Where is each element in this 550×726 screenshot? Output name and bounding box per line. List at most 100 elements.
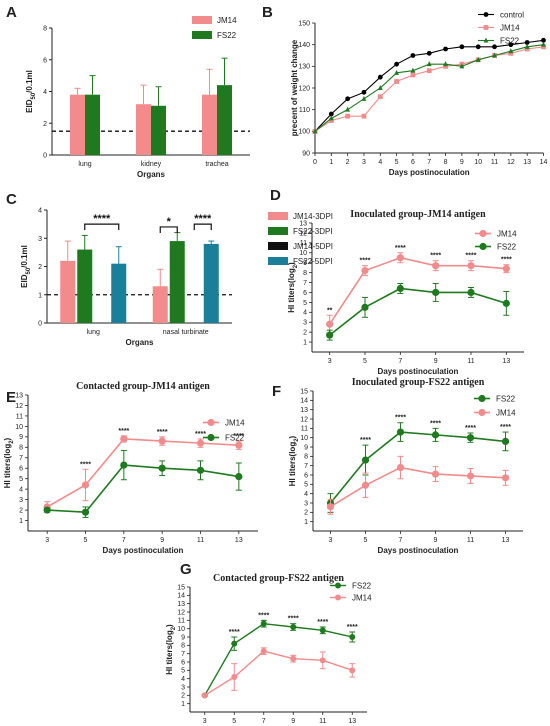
bar-fs22 <box>217 85 232 155</box>
y-tick-label: 9 <box>303 260 307 267</box>
x-tick-label: 10 <box>474 159 482 166</box>
y-axis-title: HI titers(log2) <box>165 624 177 675</box>
significance-label: **** <box>195 431 206 438</box>
series-jm14 <box>43 435 243 513</box>
y-axis-title: precent of weight change <box>290 39 299 136</box>
bar-fs22 <box>85 94 100 155</box>
data-point <box>196 466 205 474</box>
y-tick-label: 7 <box>181 651 185 658</box>
data-point <box>396 254 404 262</box>
x-tick-label: 3 <box>329 537 333 544</box>
series-jm14 <box>326 455 510 515</box>
data-point <box>235 441 243 449</box>
panel-label-c: C <box>6 191 17 208</box>
y-tick-label: 2 <box>19 507 23 514</box>
panel-label-a: A <box>6 4 17 21</box>
x-tick-label: 7 <box>427 159 431 166</box>
y-tick-label: 13 <box>15 392 23 399</box>
x-tick-label: 13 <box>235 537 243 544</box>
series-fs22 <box>43 449 243 518</box>
y-tick-label: 3 <box>304 500 308 507</box>
data-point <box>410 67 416 73</box>
x-axis-title: Days postinoculation <box>378 546 459 555</box>
y-tick-label: 4 <box>38 208 42 215</box>
significance-label: **** <box>466 253 477 260</box>
significance-bracket <box>193 223 212 231</box>
data-point <box>541 44 546 50</box>
bar-jm14-3dpi <box>60 260 76 323</box>
y-tick-label: 8 <box>304 454 308 461</box>
legend-label: FS22 <box>225 434 245 443</box>
series-line <box>329 431 506 504</box>
x-tick-label: 5 <box>84 537 88 544</box>
significance-label: **** <box>258 612 269 619</box>
data-point <box>158 437 166 445</box>
y-tick-label: 5 <box>19 476 23 483</box>
legend-label: FS22 <box>497 243 517 252</box>
y-tick-label: 150 <box>298 20 310 27</box>
y-tick-label: 2 <box>38 264 42 271</box>
y-tick-label: 10 <box>15 424 23 431</box>
data-point <box>431 431 440 439</box>
data-point <box>361 456 370 464</box>
data-point <box>345 106 351 112</box>
data-point <box>326 320 334 328</box>
data-point <box>361 267 369 275</box>
data-point <box>196 439 205 447</box>
x-tick-label: 12 <box>507 159 515 166</box>
y-tick-label: 6 <box>19 466 23 473</box>
y-axis-title: HI titers(log2) <box>3 437 15 488</box>
data-point <box>396 284 404 293</box>
y-tick-label: 4 <box>19 487 23 494</box>
x-tick-label: 11 <box>467 537 474 544</box>
data-point <box>312 128 318 134</box>
panel-label-g: G <box>180 561 192 578</box>
y-axis-title: EID50/0.1ml <box>25 70 37 113</box>
data-point <box>290 624 297 630</box>
series-line <box>329 287 507 336</box>
y-tick-label: 4 <box>303 310 307 317</box>
y-tick-label: 5 <box>304 482 308 489</box>
series-line <box>46 438 239 508</box>
panel-label-d: D <box>270 187 281 204</box>
data-point <box>328 111 334 117</box>
data-point <box>483 12 489 17</box>
y-tick-label: 1 <box>181 701 185 708</box>
significance-label: ** <box>327 307 333 314</box>
y-axis-title: EID50/0.1ml <box>20 245 32 288</box>
panel-label-f: F <box>272 383 281 400</box>
data-point <box>492 44 497 50</box>
y-tick-label: 7 <box>304 463 308 470</box>
x-tick-label: 9 <box>160 537 164 544</box>
legend-label: JM14 <box>500 24 520 33</box>
x-tick-label: trachea <box>205 161 228 168</box>
y-tick-label: 9 <box>181 634 185 641</box>
data-point <box>475 56 481 62</box>
data-point <box>467 288 475 297</box>
data-point <box>426 61 432 67</box>
data-point <box>475 44 481 50</box>
y-tick-label: 6 <box>303 290 307 297</box>
y-tick-label: 2 <box>304 510 308 517</box>
y-tick-label: 4 <box>304 491 308 498</box>
significance-label: **** <box>360 258 371 265</box>
data-point <box>443 61 448 67</box>
data-point <box>290 655 297 662</box>
x-axis-title: Days postinoculation <box>378 367 459 376</box>
data-point <box>508 48 514 54</box>
y-tick-label: 11 <box>300 240 307 247</box>
x-tick-label: 13 <box>523 159 531 166</box>
series-fs22 <box>326 283 510 341</box>
data-point <box>207 418 215 427</box>
x-tick-label: 5 <box>364 537 368 544</box>
x-tick-label: 2 <box>346 159 350 166</box>
y-tick-label: 11 <box>16 413 23 420</box>
data-point <box>349 667 356 674</box>
data-point <box>394 79 399 84</box>
x-tick-label: 1 <box>329 159 333 166</box>
y-tick-label: 10 <box>300 435 308 442</box>
bar-fs22-5dpi <box>111 263 127 323</box>
